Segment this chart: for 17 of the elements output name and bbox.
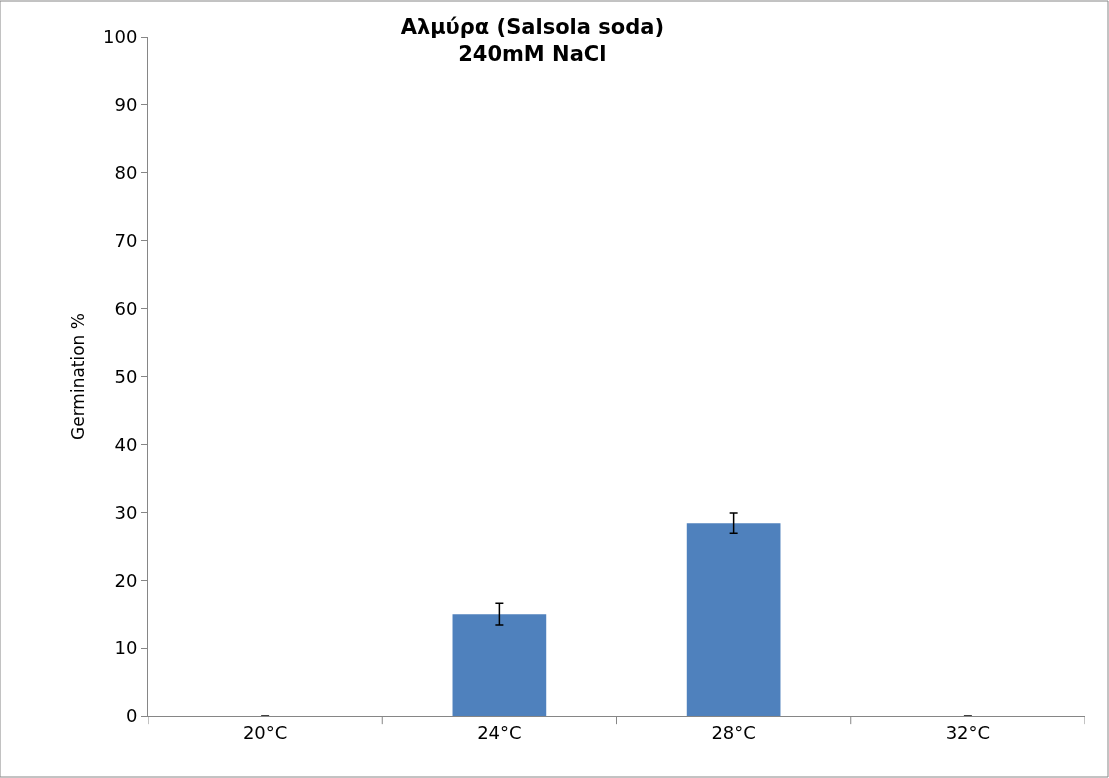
y-axis-title: Germination % (67, 313, 88, 440)
x-tick-label: 20°C (242, 721, 288, 743)
chart-title: Αλμύρα (Salsola soda) 240mM NaCl (400, 15, 665, 67)
y-tick-label: 60 (114, 297, 138, 319)
x-tick-label: 24°C (477, 721, 522, 743)
y-tick-label: 40 (114, 433, 138, 455)
y-tick-label: 90 (114, 94, 138, 116)
y-tick-label: 0 (125, 705, 138, 727)
y-tick-label: 70 (114, 230, 138, 251)
y-tick-label: 20 (114, 569, 138, 591)
y-tick-label: 100 (103, 26, 138, 48)
y-tick-label: 30 (114, 501, 138, 523)
y-tick-label: 50 (114, 365, 138, 387)
x-tick-label: 28°C (711, 721, 756, 743)
x-tick-label: 32°C (945, 721, 991, 743)
y-tick-label: 10 (114, 637, 138, 659)
y-tick-label: 80 (114, 162, 138, 184)
